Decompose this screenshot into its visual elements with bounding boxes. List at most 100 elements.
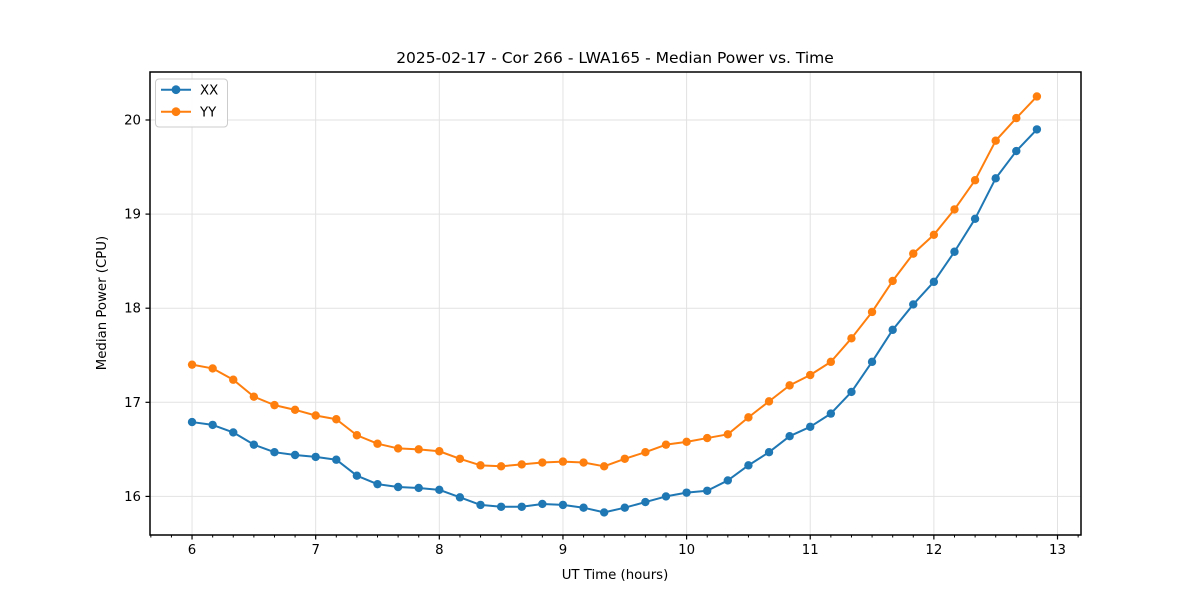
series-YY-marker — [970, 176, 980, 185]
series-XX-marker — [496, 502, 506, 511]
series-XX-marker — [641, 497, 650, 507]
series-XX-marker — [558, 500, 568, 510]
series-YY-marker — [641, 447, 650, 457]
series-XX-marker — [1032, 125, 1042, 134]
x-tick-label-7: 7 — [311, 543, 319, 558]
series-YY-marker — [1012, 113, 1021, 123]
series-YY-marker — [826, 357, 836, 367]
series-XX-marker — [744, 461, 753, 470]
legend-sample-marker-YY — [171, 107, 181, 117]
series-YY-marker — [249, 392, 259, 401]
series-YY-marker — [558, 457, 568, 466]
series-YY-marker — [909, 249, 918, 258]
series-YY-marker — [620, 454, 629, 463]
x-tick-label-6: 6 — [188, 543, 196, 558]
y-tick-label-20: 20 — [124, 113, 141, 128]
series-YY-marker — [744, 413, 753, 422]
y-tick-label-18: 18 — [124, 302, 141, 317]
legend-sample-marker-XX — [171, 85, 181, 95]
series-XX-marker — [476, 500, 485, 510]
series-XX-marker — [1012, 146, 1021, 156]
series-XX-marker — [970, 214, 980, 223]
series-XX-marker — [435, 485, 444, 495]
series-XX-marker — [352, 471, 362, 480]
series-YY-marker — [208, 364, 217, 373]
series-XX-marker — [270, 447, 279, 457]
series-YY-marker — [682, 437, 691, 447]
series-YY-marker — [229, 375, 238, 384]
series-XX-marker — [517, 502, 526, 511]
series-YY-marker — [579, 458, 588, 467]
series-YY-marker — [311, 411, 320, 420]
series-XX-marker — [661, 492, 671, 501]
y-tick-label-19: 19 — [124, 208, 141, 223]
series-XX-marker — [806, 422, 815, 431]
series-XX-marker — [991, 174, 1000, 183]
x-tick-label-12: 12 — [925, 543, 942, 558]
series-XX-marker — [332, 455, 341, 464]
series-YY-marker — [661, 440, 671, 449]
series-XX-marker — [311, 452, 320, 462]
series-YY-marker — [867, 307, 877, 317]
series-YY-marker — [476, 461, 485, 470]
series-XX-marker — [867, 357, 877, 367]
series-YY-marker — [187, 360, 197, 369]
x-tick-label-11: 11 — [802, 543, 819, 558]
series-YY-marker — [991, 136, 1000, 145]
series-YY-marker — [950, 205, 959, 214]
series-YY-marker — [496, 462, 506, 471]
series-XX-marker — [909, 300, 918, 309]
x-axis-label: UT Time (hours) — [562, 568, 669, 583]
x-tick-label-13: 13 — [1049, 543, 1066, 558]
series-XX-marker — [764, 447, 774, 457]
series-YY-marker — [517, 460, 526, 469]
series-XX-marker — [414, 483, 423, 493]
y-axis-label: Median Power (CPU) — [95, 236, 110, 370]
series-XX-marker — [455, 493, 465, 502]
series-XX-marker — [929, 277, 939, 287]
series-YY-marker — [723, 430, 732, 439]
series-YY-marker — [888, 276, 897, 286]
series-XX-marker — [888, 325, 897, 335]
series-layer — [187, 92, 1042, 517]
series-XX-marker — [208, 420, 217, 430]
series-XX-marker — [703, 486, 712, 495]
series-YY-marker — [785, 381, 794, 390]
y-tick-label-17: 17 — [124, 396, 141, 411]
series-XX-marker — [229, 428, 238, 437]
series-XX-marker — [249, 440, 259, 449]
series-XX-marker — [187, 417, 197, 427]
series-YY-marker — [599, 462, 609, 471]
series-XX-marker — [538, 499, 547, 509]
series-YY-marker — [435, 447, 444, 456]
series-YY-line — [191, 95, 1038, 468]
series-YY-marker — [290, 405, 300, 415]
series-XX-marker — [785, 431, 794, 441]
series-XX-marker — [682, 488, 691, 497]
series-YY-marker — [393, 444, 403, 453]
series-XX-marker — [599, 508, 609, 517]
series-XX-marker — [373, 479, 382, 489]
series-XX-marker — [826, 409, 836, 418]
plot-border — [149, 71, 1082, 536]
series-XX-marker — [579, 503, 588, 512]
series-XX-marker — [290, 450, 300, 460]
series-YY-marker — [373, 439, 382, 448]
series-YY-marker — [455, 454, 465, 463]
x-tick-label-9: 9 — [559, 543, 567, 558]
series-XX-marker — [620, 503, 629, 512]
series-YY-marker — [703, 433, 712, 443]
series-YY-marker — [806, 370, 815, 380]
legend-label-YY: YY — [199, 105, 217, 120]
x-tick-label-10: 10 — [678, 543, 695, 558]
series-YY-marker — [270, 400, 279, 410]
series-YY-marker — [929, 230, 939, 239]
series-YY-marker — [1032, 92, 1042, 101]
gridlines — [150, 72, 1081, 535]
series-XX-marker — [847, 387, 856, 397]
x-tick-label-8: 8 — [435, 543, 443, 558]
series-YY-marker — [538, 458, 547, 467]
series-YY-marker — [764, 397, 774, 406]
